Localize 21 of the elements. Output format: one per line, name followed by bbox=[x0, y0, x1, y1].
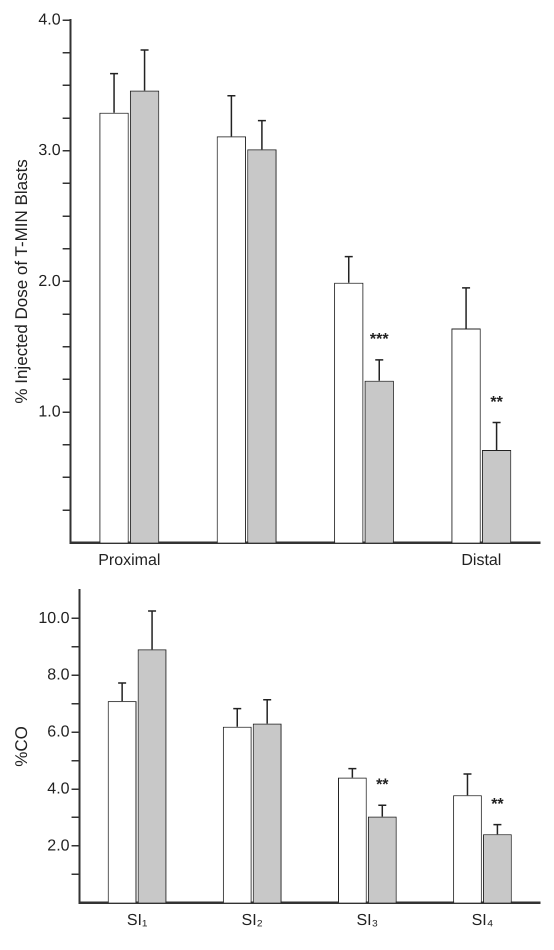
y-tick-label: 2.0 bbox=[38, 272, 61, 290]
x-tick-label: Proximal bbox=[98, 552, 160, 569]
y-tick-label: 1.0 bbox=[38, 404, 61, 421]
y-axis-title: % Injected Dose of T-MIN Blasts bbox=[12, 159, 31, 404]
y-tick-label: 2.0 bbox=[47, 837, 70, 854]
x-tick-label: SI₃ bbox=[356, 912, 378, 929]
y-tick-label: 6.0 bbox=[47, 724, 70, 741]
x-tick-label: SI₁ bbox=[126, 912, 148, 929]
data-label: *** bbox=[370, 331, 390, 348]
x-tick-label: SI₂ bbox=[242, 912, 263, 929]
y-tick-label: 10.0 bbox=[38, 610, 70, 627]
x-tick-label: Distal bbox=[461, 552, 502, 569]
data-label: ** bbox=[376, 776, 390, 794]
y-tick-label: 8.0 bbox=[47, 666, 70, 684]
y-tick-label: 4.0 bbox=[47, 780, 70, 798]
x-tick-label: SI₄ bbox=[472, 912, 494, 929]
y-tick-label: 4.0 bbox=[38, 11, 61, 28]
data-label: ** bbox=[490, 394, 504, 411]
data-label: ** bbox=[491, 796, 504, 814]
y-tick-label: 3.0 bbox=[38, 142, 61, 160]
y-axis-title: %CO bbox=[12, 726, 31, 767]
